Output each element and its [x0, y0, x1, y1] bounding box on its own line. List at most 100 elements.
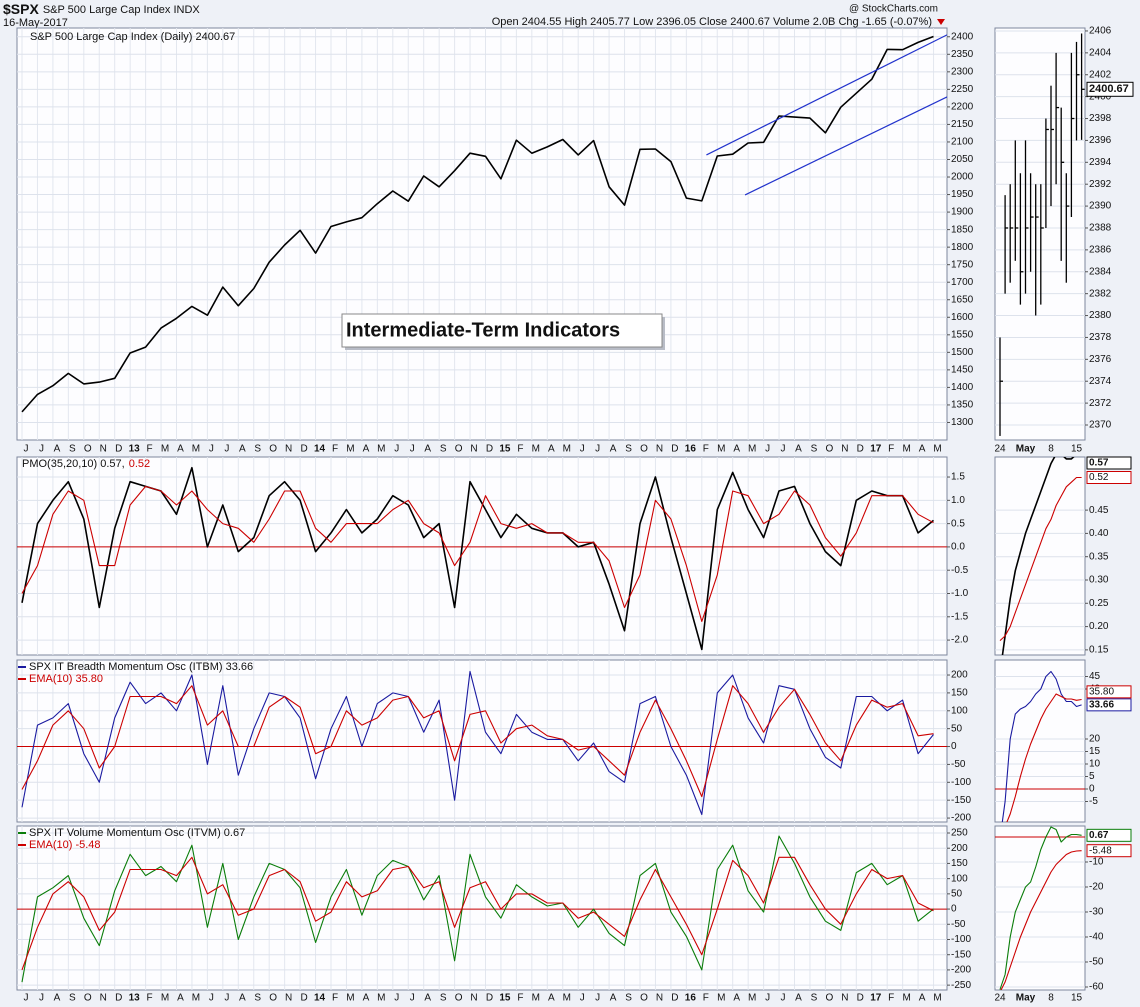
y-tick-label: 5: [1089, 771, 1095, 782]
value-box-label: 35.80: [1089, 686, 1114, 697]
x-tick-label: M: [902, 444, 910, 455]
y-tick-label: 2386: [1089, 245, 1112, 256]
y-tick-label: 0.20: [1089, 621, 1109, 632]
y-tick-label: 2382: [1089, 288, 1112, 299]
x-tick-label: F: [147, 993, 153, 1004]
x-tick-label: J: [595, 993, 600, 1004]
x-tick-label: J: [765, 444, 770, 455]
x-tick-label: D: [671, 993, 678, 1004]
x-tick-label: S: [440, 444, 447, 455]
x-tick-label: N: [285, 444, 292, 455]
plot-area: [995, 826, 1085, 990]
y-tick-label: 2404: [1089, 47, 1112, 58]
x-tick-label: N: [841, 993, 848, 1004]
y-tick-label: 50: [951, 723, 963, 734]
x-tick-label: A: [795, 993, 802, 1004]
index-name: S&P 500 Large Cap Index INDX: [43, 4, 201, 16]
series-line: [21, 35, 934, 413]
y-tick-label: 2150: [951, 119, 974, 130]
x-tick-label: 8: [1048, 444, 1054, 455]
last-price-box: [1086, 81, 1134, 97]
y-tick-label: -50: [951, 759, 966, 770]
y-tick-label: 2384: [1089, 266, 1112, 277]
y-tick-label: -1.0: [951, 588, 969, 599]
x-tick-label: F: [888, 993, 894, 1004]
series-line: [999, 826, 1082, 990]
x-tick-label: F: [517, 444, 523, 455]
x-tick-label: 24: [994, 993, 1006, 1004]
y-tick-label: 200: [951, 670, 968, 681]
x-tick-label: A: [610, 993, 617, 1004]
series-line: [21, 670, 934, 816]
y-tick-label: 2388: [1089, 223, 1112, 234]
x-tick-label: J: [394, 444, 399, 455]
y-tick-label: 1300: [951, 417, 974, 428]
x-tick-label: J: [24, 993, 29, 1004]
y-tick-label: -60: [1089, 982, 1104, 993]
y-tick-label: 2398: [1089, 113, 1112, 124]
series-line: [1000, 850, 1082, 990]
plot-area: [17, 466, 947, 651]
series-line: [21, 685, 934, 798]
y-tick-label: 2390: [1089, 201, 1112, 212]
value-box: [1086, 828, 1132, 842]
x-tick-label: A: [363, 993, 370, 1004]
value-box: [1086, 698, 1132, 712]
y-tick-label: -150: [951, 949, 971, 960]
x-tick-label: J: [224, 444, 229, 455]
x-tick-label: A: [239, 993, 246, 1004]
x-tick-label: M: [748, 993, 756, 1004]
x-tick-label: J: [209, 993, 214, 1004]
annotation-box: [341, 313, 663, 348]
legend-entry: PMO(35,20,10) 0.57,: [22, 458, 125, 470]
x-tick-label: 15: [499, 444, 511, 455]
x-tick-label: J: [781, 993, 786, 1004]
series-line: [21, 835, 934, 983]
y-tick-label: 200: [951, 843, 968, 854]
y-tick-label: 2406: [1089, 26, 1112, 37]
y-tick-label: 1350: [951, 400, 974, 411]
y-tick-label: -2.0: [951, 635, 969, 646]
x-tick-label: O: [269, 444, 277, 455]
y-tick-label: -50: [951, 919, 966, 930]
y-tick-label: -50: [1089, 957, 1104, 968]
series-line: [21, 485, 934, 623]
x-tick-label: D: [115, 444, 122, 455]
credit: @ StockCharts.com: [849, 4, 938, 15]
x-tick-label: May: [1016, 993, 1036, 1004]
y-tick-label: 0.35: [1089, 551, 1109, 562]
x-tick-label: 14: [314, 993, 326, 1004]
y-tick-label: 50: [951, 888, 963, 899]
plot-area: [999, 457, 1082, 655]
y-tick-label: 2400: [951, 31, 974, 42]
y-tick-label: 1750: [951, 259, 974, 270]
x-tick-label: J: [39, 993, 44, 1004]
x-tick-label: N: [100, 993, 107, 1004]
y-tick-label: 150: [951, 858, 968, 869]
x-tick-label: J: [39, 444, 44, 455]
x-tick-label: O: [826, 444, 834, 455]
x-tick-label: O: [640, 444, 648, 455]
x-tick-label: N: [841, 444, 848, 455]
y-tick-label: 100: [951, 873, 968, 884]
x-tick-label: A: [424, 993, 431, 1004]
x-tick-label: O: [640, 993, 648, 1004]
y-tick-label: 2200: [951, 102, 974, 113]
legend-entry: SPX IT Volume Momentum Osc (ITVM) 0.67: [29, 827, 245, 839]
value-box-label: 33.66: [1089, 699, 1114, 710]
series-line: [1006, 693, 1082, 822]
value-box-label: -5.48: [1089, 845, 1112, 856]
x-tick-label: N: [285, 993, 292, 1004]
y-tick-label: -5: [1089, 796, 1098, 807]
series-line: [1001, 457, 1075, 655]
y-tick-label: 2250: [951, 84, 974, 95]
x-tick-label: D: [115, 993, 122, 1004]
series-line: [21, 466, 935, 651]
x-tick-label: S: [69, 993, 76, 1004]
x-tick-label: M: [532, 993, 540, 1004]
y-tick-label: 150: [951, 688, 968, 699]
value-box: [1086, 844, 1132, 858]
x-tick-label: N: [100, 444, 107, 455]
trend-line: [706, 34, 947, 156]
y-tick-label: 2392: [1089, 179, 1112, 190]
